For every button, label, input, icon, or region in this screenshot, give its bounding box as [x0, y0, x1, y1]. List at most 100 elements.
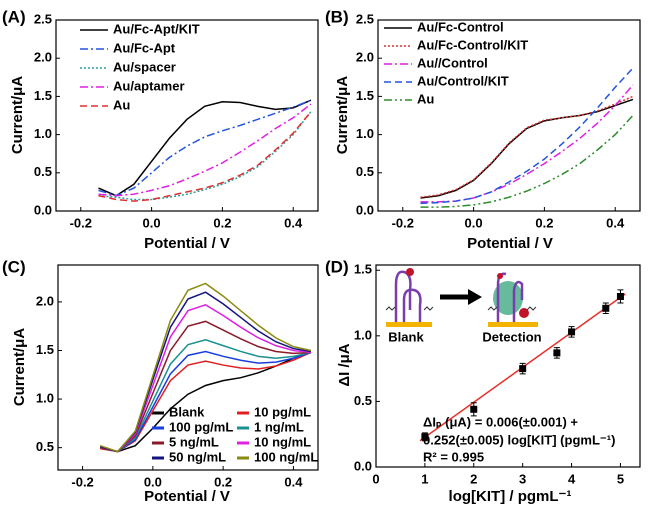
series-line	[98, 111, 312, 202]
y-tick-label: 2.5	[34, 11, 52, 26]
electrode	[488, 322, 538, 327]
y-axis-label: Current/μA	[334, 76, 351, 155]
legend-label: Au//Control	[417, 55, 488, 70]
arrow-head	[468, 289, 482, 305]
legend-label: 10 pg/mL	[254, 404, 311, 419]
y-tick-label: 0.0	[356, 202, 374, 217]
x-tick-label: -0.2	[71, 474, 93, 489]
data-point	[421, 433, 429, 441]
x-tick-label: 2	[470, 471, 477, 486]
spacer	[487, 306, 537, 311]
legend-label: Au/Control/KIT	[417, 73, 509, 88]
series-line	[99, 304, 312, 453]
inset-label: Blank	[388, 329, 424, 344]
panel-label: (B)	[325, 7, 349, 26]
legend-label: Au/Fc-Control	[417, 19, 504, 34]
tag	[497, 273, 503, 279]
series-line	[98, 99, 312, 197]
legend-label: Au	[113, 97, 130, 112]
inset-label: Detection	[482, 329, 541, 344]
tag	[406, 268, 414, 276]
legend-label: Au/Fc-Apt	[113, 40, 176, 55]
y-tick-label: 2.0	[34, 50, 52, 65]
y-tick-label: 0.5	[356, 164, 374, 179]
x-tick-label: 0.4	[606, 215, 625, 230]
legend-label: Au/Fc-Control/KIT	[417, 37, 528, 52]
tag	[519, 308, 529, 318]
y-tick-label: 0.5	[354, 393, 372, 408]
data-point	[553, 349, 561, 357]
x-tick-label: 0	[372, 471, 379, 486]
legend-label: Au	[417, 91, 434, 106]
x-tick-label: 4	[568, 471, 576, 486]
y-tick-label: 0.0	[354, 458, 372, 473]
annotation: 0.252(±0.005) log[KIT] (pgmL⁻¹)	[423, 432, 615, 447]
series-line	[98, 103, 312, 197]
x-tick-label: 5	[617, 471, 624, 486]
x-tick-label: 0.0	[144, 474, 162, 489]
legend-label: 10 ng/mL	[254, 434, 311, 449]
data-point	[616, 292, 624, 300]
series-line	[420, 67, 634, 205]
inset-schematic	[385, 268, 538, 327]
series-line	[100, 350, 312, 453]
y-axis-label: Current/μA	[9, 76, 26, 155]
electrode	[386, 322, 432, 327]
y-tick-label: 1.0	[34, 126, 52, 141]
panel-label: (A)	[2, 7, 26, 26]
y-tick-label: 2.5	[356, 11, 374, 26]
legend-label: 50 ng/mL	[169, 449, 226, 464]
series-line	[100, 320, 312, 453]
y-tick-label: 1.0	[354, 327, 372, 342]
y-tick-label: 1.5	[356, 88, 374, 103]
legend-label: Au/Fc-Apt/KIT	[113, 21, 200, 36]
y-tick-label: 2.0	[356, 50, 374, 65]
x-axis-label: Potential / V	[467, 235, 553, 252]
panel-label: (D)	[325, 257, 349, 276]
y-axis-label: ΔI /μA	[336, 343, 353, 386]
y-tick-label: 0.0	[34, 202, 52, 217]
x-tick-label: 1	[421, 471, 428, 486]
y-tick-label: 1.5	[34, 88, 52, 103]
x-tick-label: -0.2	[70, 215, 92, 230]
y-tick-label: 1.0	[36, 391, 54, 406]
y-tick-label: 1.5	[354, 262, 372, 277]
annotation: ΔIₚ (μA) = 0.006(±0.001) +	[423, 414, 578, 429]
data-point	[568, 328, 576, 336]
series-line	[98, 111, 312, 201]
y-tick-label: 0.5	[34, 164, 52, 179]
panel-label: (C)	[2, 257, 26, 276]
data-point	[470, 405, 478, 413]
series-line	[99, 282, 312, 453]
legend-label: 100 pg/mL	[169, 419, 233, 434]
y-tick-label: 1.0	[356, 126, 374, 141]
x-tick-label: -0.2	[392, 215, 414, 230]
annotation: R² = 0.995	[423, 449, 484, 464]
x-tick-label: 3	[519, 471, 526, 486]
series-line	[100, 351, 312, 453]
plot-frame	[375, 264, 641, 468]
legend-label: Au/aptamer	[113, 78, 185, 93]
x-axis-label: log[KIT] / pgmL⁻¹	[449, 488, 572, 505]
protein	[493, 281, 523, 315]
aptamer	[394, 270, 422, 322]
x-tick-label: 0.2	[535, 215, 553, 230]
spacer	[385, 306, 434, 311]
legend-label: Blank	[169, 404, 205, 419]
series-line	[98, 99, 312, 197]
plot-frame	[55, 19, 319, 212]
y-tick-label: 0.5	[36, 439, 54, 454]
y-tick-label: 2.0	[36, 293, 54, 308]
x-tick-label: 0.4	[284, 474, 303, 489]
legend-label: 5 ng/mL	[169, 434, 219, 449]
series-line	[420, 95, 634, 198]
x-tick-label: 0.2	[214, 474, 232, 489]
x-tick-label: 0.0	[465, 215, 483, 230]
data-point	[602, 304, 610, 312]
legend-label: Au/spacer	[113, 59, 176, 74]
y-axis-label: Current/μA	[11, 328, 28, 407]
legend-label: 1 ng/mL	[254, 419, 304, 434]
x-tick-label: 0.2	[213, 215, 231, 230]
